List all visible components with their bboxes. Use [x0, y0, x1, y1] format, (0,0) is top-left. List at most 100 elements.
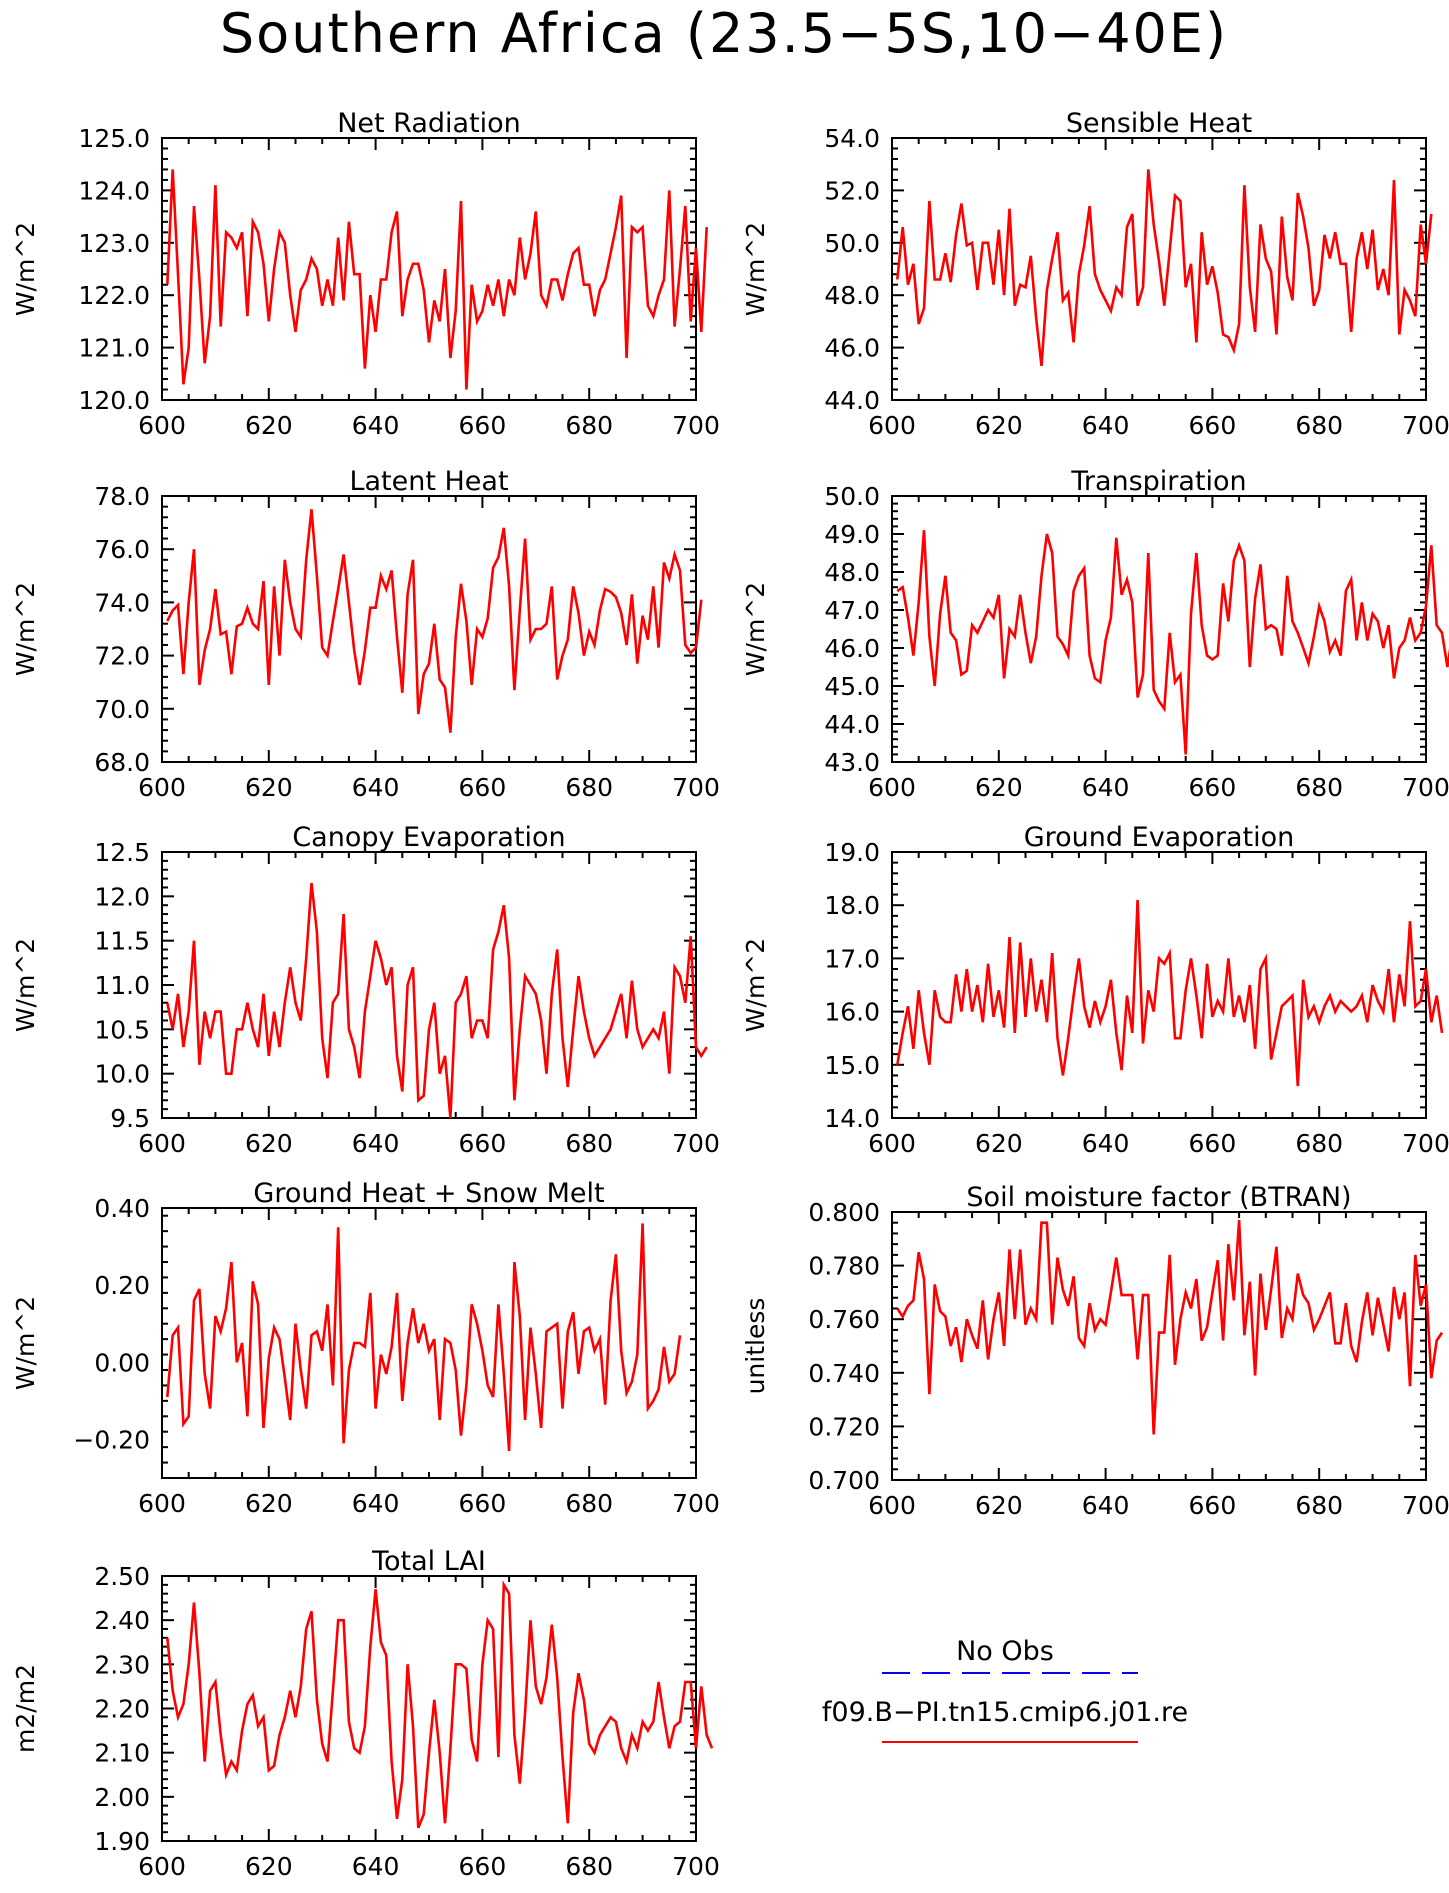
- y-tick-label: 76.0: [94, 535, 150, 564]
- y-tick-label: 0.700: [808, 1466, 880, 1495]
- y-tick-label: 17.0: [824, 944, 880, 973]
- panel-0: 600 620 640 660 680 700 120.0 121.0 122.0 123.0 12…: [11, 108, 720, 440]
- y-tick-label: 122.0: [78, 281, 150, 310]
- x-tick-label: 700: [1402, 1491, 1449, 1520]
- x-tick-label: 680: [1295, 1129, 1343, 1158]
- x-tick-label: 600: [138, 773, 186, 802]
- x-tick-label: 600: [138, 1129, 186, 1158]
- y-tick-label: 0.780: [808, 1252, 880, 1281]
- x-tick-label: 640: [1082, 773, 1130, 802]
- panel-title: Net Radiation: [337, 108, 521, 139]
- x-tick-label: 660: [459, 1852, 507, 1881]
- x-tick-label: 680: [1295, 773, 1343, 802]
- y-tick-label: 16.0: [824, 998, 880, 1027]
- y-tick-label: 125.0: [78, 124, 150, 153]
- x-tick-label: 620: [975, 1491, 1023, 1520]
- x-tick-label: 640: [1082, 1491, 1130, 1520]
- x-tick-label: 620: [245, 1129, 293, 1158]
- y-axis-label: m2/m2: [11, 1664, 40, 1753]
- plot-frame: [161, 137, 697, 401]
- y-tick-label: 15.0: [824, 1051, 880, 1080]
- panel-4: 600 620 640 660 680 700 9.5 10.0 10.5 11.0 11.5 12.…: [11, 822, 720, 1158]
- y-tick-label: 44.0: [824, 710, 880, 739]
- x-tick-label: 640: [352, 1129, 400, 1158]
- panels: 600 620 640 660 680 700 120.0 121.0 122.0 123.0 12…: [11, 108, 1449, 1881]
- x-tick-label: 600: [868, 411, 916, 440]
- x-tick-label: 700: [672, 1129, 720, 1158]
- y-tick-label: 9.5: [110, 1104, 150, 1133]
- x-tick-label: 640: [1082, 411, 1130, 440]
- y-tick-label: 14.0: [824, 1104, 880, 1133]
- x-tick-label: 680: [1295, 1491, 1343, 1520]
- y-axis-label: W/m^2: [11, 938, 40, 1032]
- series-line: [896, 530, 1449, 755]
- y-tick-label: 47.0: [824, 596, 880, 625]
- x-tick-label: 700: [672, 1489, 720, 1518]
- y-tick-label: 12.0: [94, 882, 150, 911]
- y-axis-label: W/m^2: [11, 582, 40, 676]
- panel-5: 600 620 640 660 680 700 14.0 15.0 16.0 17.0 18.0 19…: [741, 822, 1449, 1158]
- series-line: [166, 169, 708, 390]
- series-line: [166, 1580, 714, 1829]
- plot-frame: [161, 1575, 697, 1842]
- y-tick-label: 19.0: [824, 838, 880, 867]
- panel-6: 600 620 640 660 680 700 −0.20 0.00 0.20 0.40 Groun…: [11, 1178, 720, 1518]
- series-line: [166, 882, 708, 1119]
- y-tick-label: 46.0: [824, 334, 880, 363]
- x-tick-label: 700: [672, 1852, 720, 1881]
- panel-7: 600 620 640 660 680 700 0.700 0.720 0.740 0.760 0.…: [741, 1182, 1449, 1520]
- panel-3: 600 620 640 660 680 700 43.0 44.0 45.0 46.0 47.0 48…: [741, 466, 1449, 802]
- y-tick-label: 50.0: [824, 482, 880, 511]
- y-tick-label: 11.5: [94, 927, 150, 956]
- x-tick-label: 680: [565, 1852, 613, 1881]
- x-tick-label: 620: [975, 1129, 1023, 1158]
- x-tick-label: 640: [352, 1489, 400, 1518]
- y-tick-label: 0.720: [808, 1412, 880, 1441]
- y-tick-label: 0.760: [808, 1305, 880, 1334]
- y-tick-label: 72.0: [94, 642, 150, 671]
- y-tick-label: 45.0: [824, 672, 880, 701]
- y-axis-label: W/m^2: [11, 222, 40, 316]
- x-tick-label: 680: [565, 411, 613, 440]
- y-tick-label: 123.0: [78, 229, 150, 258]
- y-tick-label: 2.20: [94, 1695, 150, 1724]
- x-tick-label: 620: [245, 1489, 293, 1518]
- y-tick-label: 2.40: [94, 1606, 150, 1635]
- x-tick-label: 700: [1402, 773, 1449, 802]
- legend: No Obs f09.B−PI.tn15.cmip6.j01.re: [822, 1636, 1188, 1743]
- y-tick-label: 0.740: [808, 1359, 880, 1388]
- y-tick-label: 49.0: [824, 520, 880, 549]
- x-tick-label: 700: [672, 773, 720, 802]
- y-tick-label: 43.0: [824, 748, 880, 777]
- y-tick-label: 11.0: [94, 971, 150, 1000]
- x-tick-label: 600: [868, 773, 916, 802]
- series-line: [166, 509, 703, 733]
- x-tick-label: 700: [1402, 1129, 1449, 1158]
- y-tick-label: 2.50: [94, 1562, 150, 1591]
- x-tick-label: 660: [1189, 773, 1237, 802]
- x-tick-label: 660: [459, 773, 507, 802]
- panel-1: 600 620 640 660 680 700 44.0 46.0 48.0 50.0 52.0 54…: [741, 108, 1449, 440]
- legend-obs-label: No Obs: [956, 1636, 1054, 1667]
- y-tick-label: 10.5: [94, 1015, 150, 1044]
- x-tick-label: 600: [138, 1489, 186, 1518]
- series-line: [896, 1219, 1444, 1435]
- x-tick-label: 620: [245, 411, 293, 440]
- x-tick-label: 680: [565, 1489, 613, 1518]
- y-tick-label: 0.800: [808, 1198, 880, 1227]
- x-tick-label: 640: [1082, 1129, 1130, 1158]
- x-tick-label: 640: [352, 773, 400, 802]
- x-tick-label: 660: [1189, 1129, 1237, 1158]
- x-tick-label: 640: [352, 411, 400, 440]
- x-tick-label: 660: [1189, 411, 1237, 440]
- y-axis-label: W/m^2: [741, 582, 770, 676]
- panel-title: Latent Heat: [349, 466, 508, 497]
- y-tick-label: 68.0: [94, 748, 150, 777]
- panel-title: Transpiration: [1070, 466, 1246, 497]
- y-tick-label: 48.0: [824, 558, 880, 587]
- y-tick-label: 44.0: [824, 386, 880, 415]
- series-line: [896, 899, 1444, 1087]
- y-tick-label: 124.0: [78, 176, 150, 205]
- x-tick-label: 600: [138, 411, 186, 440]
